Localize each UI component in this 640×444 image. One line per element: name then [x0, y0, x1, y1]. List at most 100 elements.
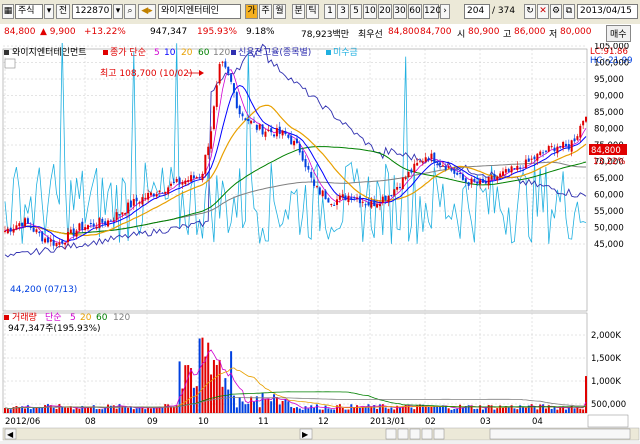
candle-body — [527, 158, 530, 162]
volume-bar — [12, 407, 15, 413]
period-3[interactable]: 3 — [337, 4, 349, 19]
close-icon[interactable]: ✕ — [537, 4, 549, 19]
candle-body — [524, 159, 527, 169]
volume-bar — [559, 406, 562, 413]
buy-button[interactable]: 매수 — [606, 25, 631, 42]
collapse-icon[interactable] — [4, 58, 16, 69]
candle-body — [170, 183, 172, 186]
volume-bar — [447, 408, 450, 413]
last-price-label: 84,800 — [591, 146, 621, 156]
candle-body — [32, 227, 35, 232]
link-icon[interactable]: ⧉ — [563, 4, 575, 19]
volume-bar — [181, 388, 184, 413]
refresh-icon[interactable]: ↻ — [524, 4, 536, 19]
volume-bar — [341, 407, 344, 413]
period-30[interactable]: 30 — [393, 4, 407, 19]
bun-button[interactable]: 분 — [292, 4, 305, 19]
candle-body — [336, 199, 338, 205]
credit-path — [4, 43, 587, 258]
legend-ma120: 120 — [213, 48, 230, 58]
chevron-down-icon[interactable]: ▾ — [44, 4, 54, 19]
volume-bar — [436, 406, 439, 413]
candle-body — [327, 198, 330, 203]
volume-bar — [172, 406, 175, 413]
speaker-icon[interactable]: ◀▸ — [138, 4, 156, 19]
candle-body — [338, 195, 341, 200]
volume-bar — [201, 337, 204, 413]
pause-icon[interactable] — [397, 428, 409, 440]
candle-body — [393, 189, 396, 196]
ju-button[interactable]: 주 — [259, 4, 272, 19]
candle-body — [304, 159, 307, 168]
volume-bar — [476, 408, 479, 413]
candle-body — [381, 196, 384, 203]
volume-bar — [301, 409, 304, 413]
settings-icon[interactable]: ⚙ — [550, 4, 562, 19]
search-icon[interactable]: ⌕ — [124, 4, 136, 19]
menu-icon[interactable]: ▦ — [2, 4, 14, 19]
volume-bar — [507, 407, 510, 413]
candle-body — [307, 165, 310, 170]
volume-bar — [433, 405, 436, 413]
candle-body — [4, 230, 6, 232]
candle-body — [9, 227, 12, 232]
candle-body — [109, 220, 112, 222]
period-120[interactable]: 120 — [423, 4, 441, 19]
code-input[interactable]: 122870 — [72, 4, 112, 19]
scroll-right-button[interactable] — [299, 428, 313, 440]
volume-bar — [135, 408, 138, 413]
volume-bar — [313, 407, 316, 413]
stop-icon[interactable] — [433, 428, 445, 440]
period-5[interactable]: 5 — [350, 4, 362, 19]
volume-bar — [52, 407, 55, 413]
toolbar: ▦ 주식 ▾ 전 122870 ▾ ⌕ ◀▸ 와이지엔터테인 가 주 월 분 틱… — [0, 0, 640, 25]
volume-bar — [524, 407, 527, 413]
volume-bar — [141, 406, 144, 413]
period-60[interactable]: 60 — [408, 4, 422, 19]
candle-body — [499, 173, 502, 177]
jeon-button[interactable]: 전 — [56, 4, 70, 19]
volume-bar — [15, 406, 18, 413]
period-scroll-icon[interactable]: › — [440, 4, 450, 19]
code-dropdown-icon[interactable]: ▾ — [113, 4, 123, 19]
period-10[interactable]: 10 — [363, 4, 377, 19]
date-input[interactable]: 2013/04/15 — [577, 4, 638, 19]
volume-bar — [421, 404, 424, 413]
volume-bar — [499, 405, 502, 413]
play-icon[interactable] — [409, 428, 421, 440]
tik-button[interactable]: 틱 — [306, 4, 319, 19]
candle-body — [66, 231, 69, 243]
price-axis-label: 60,000 — [594, 191, 624, 201]
hc-label: HC:-21.99 — [590, 56, 633, 66]
price-axis-label: 100,000 — [594, 59, 629, 69]
volume-bar — [424, 406, 427, 413]
volume-bar — [104, 407, 107, 413]
volume-bar — [132, 409, 135, 413]
chart-area[interactable]: 와이지엔터테인먼트 종가 단순 5 10 20 60 120 신용잔고율(종목별… — [0, 38, 640, 441]
period-20[interactable]: 20 — [378, 4, 392, 19]
volume-panel — [2, 312, 588, 414]
candle-body — [301, 150, 304, 161]
candle-body — [24, 218, 27, 226]
stock-chart[interactable]: 와이지엔터테인먼트 종가 단순 5 10 20 60 120 신용잔고율(종목별… — [0, 38, 640, 441]
candle-body — [576, 136, 579, 140]
candle-body — [484, 181, 487, 184]
ga-button[interactable]: 가 — [245, 4, 258, 19]
volume-bar — [204, 356, 207, 413]
scroll-bar[interactable] — [2, 427, 640, 441]
volume-bar — [235, 407, 238, 413]
candle-body — [201, 173, 204, 181]
wol-button[interactable]: 월 — [273, 4, 286, 19]
zoom-controls[interactable] — [489, 428, 631, 440]
candle-body — [410, 169, 413, 173]
scroll-left-button[interactable] — [4, 428, 17, 440]
candle-body — [341, 194, 344, 198]
market-select[interactable]: 주식 — [15, 4, 43, 19]
candle-body — [264, 131, 267, 137]
next-icon[interactable] — [421, 428, 433, 440]
volume-bar — [542, 404, 545, 413]
candle-body — [533, 156, 536, 160]
prev-icon[interactable] — [385, 428, 397, 440]
period-1[interactable]: 1 — [324, 4, 336, 19]
count-input[interactable]: 204 — [464, 4, 490, 19]
